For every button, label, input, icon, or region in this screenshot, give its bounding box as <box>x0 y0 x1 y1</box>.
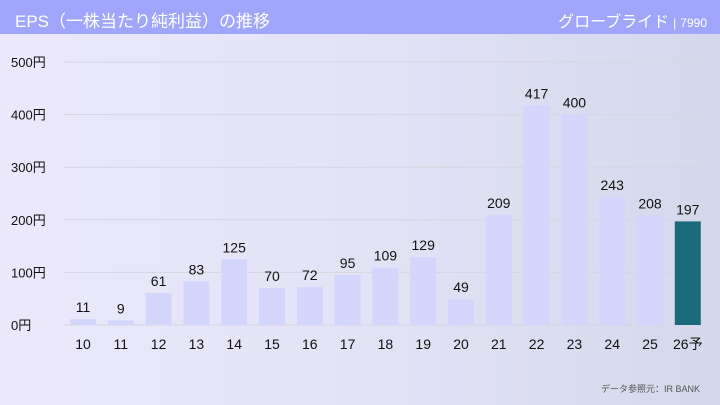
bar <box>221 259 248 325</box>
bar <box>70 319 96 325</box>
bar <box>561 114 588 325</box>
y-tick-label: 300円 <box>11 160 46 175</box>
x-tick-label: 16 <box>302 336 318 352</box>
x-tick-label: 14 <box>226 336 242 352</box>
x-tick-label: 19 <box>415 336 431 352</box>
data-label: 125 <box>223 239 247 255</box>
y-tick-label: 0円 <box>11 318 31 333</box>
bar <box>259 288 285 325</box>
y-tick-label: 400円 <box>11 108 46 123</box>
bar <box>523 105 550 326</box>
company-label: グローブライド | 7990 <box>558 8 707 32</box>
x-tick-label: 13 <box>189 336 205 352</box>
page-title: EPS（一株当たり純利益）の推移 <box>15 12 271 31</box>
data-label: 109 <box>374 248 398 264</box>
data-label: 417 <box>525 86 549 102</box>
x-tick-label: 18 <box>378 336 394 352</box>
x-tick-label: 20 <box>453 336 469 352</box>
bar <box>107 320 134 325</box>
data-label: 243 <box>601 177 625 193</box>
bar <box>145 292 172 325</box>
bar <box>599 197 626 325</box>
data-label: 129 <box>412 237 436 253</box>
data-label: 49 <box>453 279 469 295</box>
x-tick-label: 10 <box>75 336 91 352</box>
separator: | <box>673 16 677 30</box>
data-label: 209 <box>487 195 511 211</box>
data-label: 11 <box>76 299 91 315</box>
data-label: 72 <box>302 267 318 283</box>
data-label: 83 <box>189 261 205 277</box>
x-tick-label: 21 <box>491 336 507 352</box>
x-tick-label: 11 <box>114 336 129 352</box>
bar <box>372 267 399 325</box>
x-tick-label: 26予 <box>673 336 703 352</box>
bar <box>637 215 663 325</box>
data-label: 208 <box>638 196 662 212</box>
data-source: データ参照元：IR BANK <box>600 384 700 394</box>
x-tick-label: 24 <box>604 336 620 352</box>
bar <box>334 275 361 325</box>
stock-code: 7990 <box>680 16 707 30</box>
data-label: 197 <box>676 201 700 217</box>
y-tick-label: 200円 <box>11 213 46 228</box>
y-tick-label: 100円 <box>11 265 46 280</box>
y-tick-label: 500円 <box>11 55 46 70</box>
x-tick-label: 17 <box>340 336 356 352</box>
data-label: 95 <box>340 255 356 271</box>
company-name: グローブライド <box>558 14 670 31</box>
bar <box>296 287 323 325</box>
bar <box>183 281 210 325</box>
x-tick-label: 23 <box>567 336 583 352</box>
bar <box>485 215 512 325</box>
data-label: 61 <box>151 273 167 289</box>
data-label: 70 <box>264 268 280 284</box>
x-tick-label: 25 <box>642 336 658 352</box>
bar <box>448 299 474 325</box>
x-tick-label: 12 <box>151 336 167 352</box>
data-label: 400 <box>563 95 587 111</box>
bar <box>674 221 701 325</box>
bar <box>410 257 437 325</box>
x-tick-label: 15 <box>264 336 280 352</box>
header-bar: EPS（一株当たり純利益）の推移 グローブライド | 7990 <box>0 0 720 34</box>
x-tick-label: 22 <box>529 336 545 352</box>
data-label: 9 <box>117 300 125 316</box>
